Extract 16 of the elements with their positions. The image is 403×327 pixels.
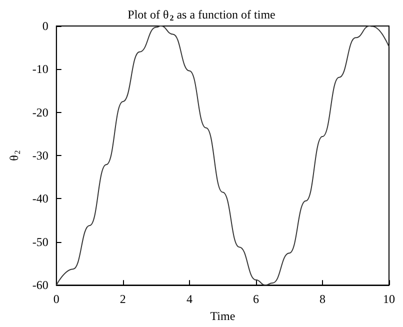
- x-tick-label: 10: [383, 292, 395, 306]
- x-axis-title: Time: [210, 309, 236, 323]
- x-tick-label: 6: [252, 292, 259, 306]
- y-tick-label: -20: [32, 105, 48, 120]
- x-tick-label: 0: [53, 292, 60, 306]
- line-series: [56, 26, 390, 286]
- y-tick-label: -60: [32, 278, 48, 292]
- y-tick-label: -40: [32, 192, 48, 206]
- x-tick-label: 2: [120, 292, 126, 306]
- y-tick-label: 0: [42, 19, 48, 33]
- x-tick-label: 8: [319, 292, 326, 306]
- y-axis-title: θ2: [7, 150, 22, 161]
- x-tick-label: 4: [186, 292, 192, 306]
- y-tick-label: -10: [32, 62, 48, 76]
- y-tick-label: -50: [32, 234, 48, 249]
- y-tick-label: -30: [32, 148, 48, 163]
